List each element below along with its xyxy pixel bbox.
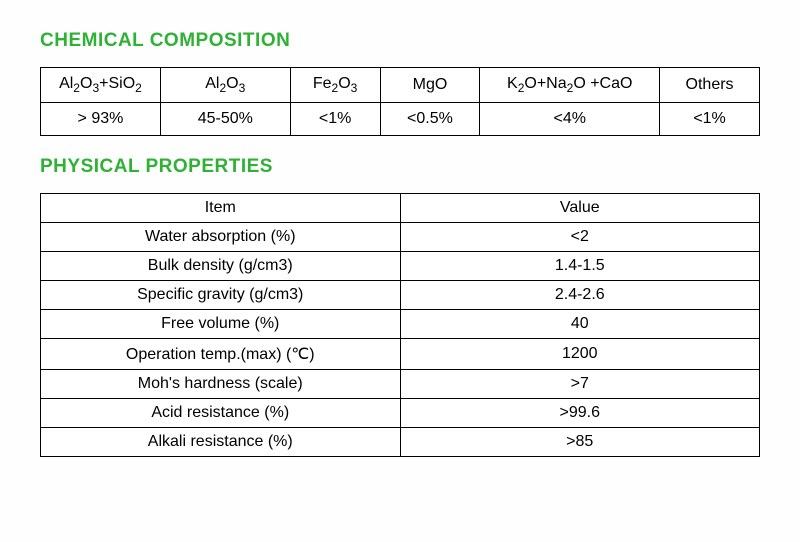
table-cell: >85 [400, 428, 760, 457]
table-cell: <1% [290, 103, 380, 136]
physical-properties-heading: PHYSICAL PROPERTIES [40, 156, 760, 178]
table-row: Operation temp.(max) (℃) 1200 [41, 339, 760, 370]
table-row: Acid resistance (%) >99.6 [41, 399, 760, 428]
table-row: Specific gravity (g/cm3) 2.4-2.6 [41, 281, 760, 310]
table-cell: Bulk density (g/cm3) [41, 252, 401, 281]
table-cell: Moh's hardness (scale) [41, 370, 401, 399]
table-cell: <0.5% [380, 103, 480, 136]
chemical-composition-table: Al2O3+SiO2 Al2O3 Fe2O3 MgO K2O+Na2O +CaO… [40, 67, 760, 136]
column-header: Fe2O3 [290, 68, 380, 103]
table-row: Moh's hardness (scale) >7 [41, 370, 760, 399]
table-cell: Acid resistance (%) [41, 399, 401, 428]
table-cell: <2 [400, 223, 760, 252]
table-row: Alkali resistance (%) >85 [41, 428, 760, 457]
table-header-row: Item Value [41, 194, 760, 223]
table-cell: Specific gravity (g/cm3) [41, 281, 401, 310]
column-header: Al2O3+SiO2 [41, 68, 161, 103]
table-cell: 40 [400, 310, 760, 339]
table-cell: Operation temp.(max) (℃) [41, 339, 401, 370]
table-header-row: Al2O3+SiO2 Al2O3 Fe2O3 MgO K2O+Na2O +CaO… [41, 68, 760, 103]
table-cell: 1.4-1.5 [400, 252, 760, 281]
column-header: K2O+Na2O +CaO [480, 68, 660, 103]
column-header: Item [41, 194, 401, 223]
table-cell: Alkali resistance (%) [41, 428, 401, 457]
table-row: > 93% 45-50% <1% <0.5% <4% <1% [41, 103, 760, 136]
chemical-composition-heading: CHEMICAL COMPOSITION [40, 30, 760, 52]
table-cell: 2.4-2.6 [400, 281, 760, 310]
table-row: Bulk density (g/cm3) 1.4-1.5 [41, 252, 760, 281]
table-cell: <1% [660, 103, 760, 136]
table-cell: Water absorption (%) [41, 223, 401, 252]
table-cell: 45-50% [160, 103, 290, 136]
table-cell: Free volume (%) [41, 310, 401, 339]
table-row: Water absorption (%) <2 [41, 223, 760, 252]
column-header: MgO [380, 68, 480, 103]
table-row: Free volume (%) 40 [41, 310, 760, 339]
table-cell: >99.6 [400, 399, 760, 428]
column-header: Others [660, 68, 760, 103]
table-cell: <4% [480, 103, 660, 136]
table-cell: 1200 [400, 339, 760, 370]
physical-properties-table: Item Value Water absorption (%) <2 Bulk … [40, 193, 760, 457]
column-header: Al2O3 [160, 68, 290, 103]
table-cell: >7 [400, 370, 760, 399]
column-header: Value [400, 194, 760, 223]
table-cell: > 93% [41, 103, 161, 136]
